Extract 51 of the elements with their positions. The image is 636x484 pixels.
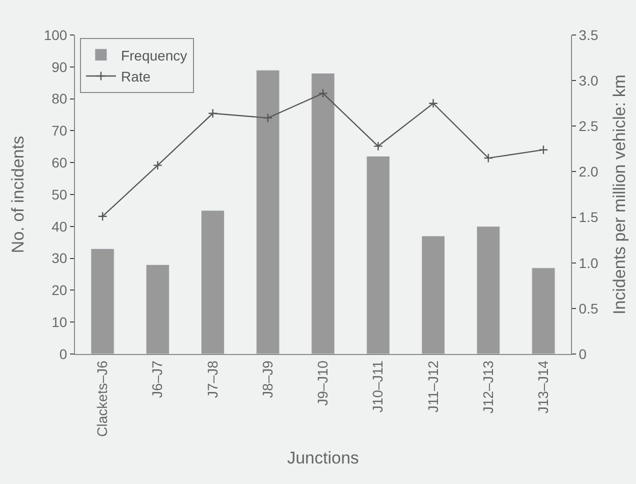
point [208, 108, 218, 118]
point [263, 113, 273, 123]
x-tick-label: J10–J11 [370, 360, 386, 413]
y2-tick-label: 1.5 [578, 209, 598, 226]
x-tick-label: J8–J9 [259, 360, 276, 398]
x-tick-label: J6–J7 [149, 360, 166, 398]
y-tick-label: 70 [52, 122, 68, 139]
bar [532, 268, 556, 354]
y2-tick-label: 3.5 [578, 26, 598, 43]
bar [366, 156, 390, 354]
y-axis-title: No. of incidents [8, 136, 28, 254]
x-axis-title: Junctions [287, 448, 359, 468]
y2-tick-label: 2.5 [578, 118, 598, 134]
y-tick-label: 50 [52, 186, 68, 202]
y2-axis-title: Incidents per million vehicle: km [610, 74, 629, 314]
y-tick-label: 10 [52, 314, 68, 330]
x-tick-label: J13–J14 [534, 360, 551, 414]
y-tick-label: 20 [52, 282, 68, 298]
y-tick-label: 100 [44, 26, 68, 43]
y-tick-label: 80 [52, 90, 68, 107]
point [484, 153, 494, 163]
y-tick-label: 40 [52, 218, 68, 234]
bar [90, 248, 114, 354]
x-tick-label: J7–J8 [204, 360, 220, 398]
bar [200, 210, 225, 354]
bar [311, 73, 335, 354]
x-tick-label: J12–J13 [480, 360, 496, 414]
bar [421, 236, 446, 354]
point [98, 212, 108, 222]
x-tick-label: J11–J12 [424, 360, 441, 413]
y2-tick-label: 1.0 [578, 254, 598, 271]
y2-tick-label: 2.0 [578, 164, 598, 180]
point [428, 98, 438, 108]
point [538, 145, 548, 155]
y-tick-label: 0 [59, 346, 68, 362]
x-tick-label: Clackets–J6 [94, 360, 110, 437]
bar [476, 226, 500, 354]
point [373, 141, 383, 151]
y-tick-label: 90 [52, 58, 68, 75]
x-tick-label: J9–J10 [314, 360, 331, 406]
point [318, 88, 328, 98]
bar [146, 264, 170, 354]
bar [256, 70, 280, 354]
y2-tick-label: 0.5 [578, 300, 598, 316]
y-tick-label: 30 [52, 250, 68, 266]
y-tick-label: 60 [52, 154, 68, 170]
point [152, 160, 162, 170]
y2-tick-label: 0 [578, 346, 587, 362]
y2-tick-label: 3.0 [578, 72, 598, 88]
legend-label: Frequency [120, 47, 188, 64]
legend-label: Rate [120, 68, 151, 84]
